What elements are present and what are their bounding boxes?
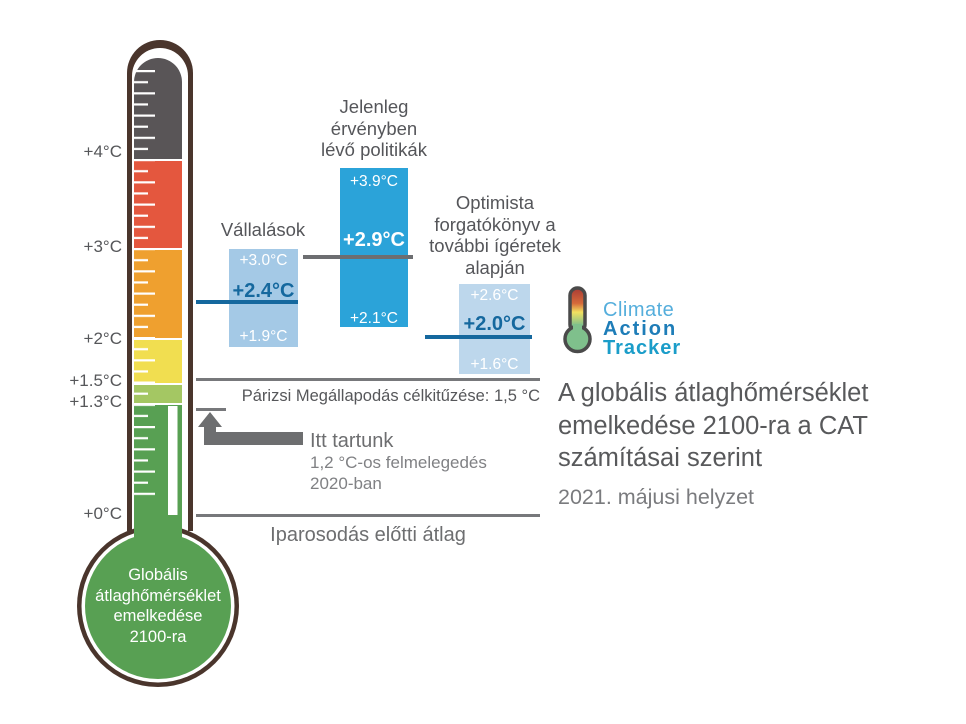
scenario-policies-box: +3.9°C +2.9°C +2.1°C (340, 168, 408, 327)
policies-low-value: +2.1°C (350, 310, 398, 327)
policies-high-value: +3.9°C (350, 173, 398, 190)
scenario-optimistic-label: Optimista forgatókönyv a további ígérete… (429, 192, 561, 278)
page-subtitle: 2021. májusi helyzet (558, 485, 754, 509)
preindustrial-label: Iparosodás előtti átlag (270, 524, 466, 546)
thermometer-tube (127, 40, 193, 531)
scale-label-4c: +4°C (83, 142, 122, 161)
pledges-low-value: +1.9°C (239, 328, 288, 345)
mercury-highlight (168, 406, 178, 515)
policies-central-value: +2.9°C (343, 229, 405, 251)
preindustrial-line (196, 514, 540, 517)
paris-goal-line (196, 378, 540, 381)
scale-label-2c: +2°C (83, 329, 122, 348)
paris-goal-label: Párizsi Megállapodás célkitűzése: 1,5 °C (241, 387, 540, 405)
scale-label-1-5c: +1.5°C (69, 371, 122, 390)
scale-label-0c: +0°C (83, 504, 122, 523)
pledges-central-value: +2.4°C (232, 280, 295, 302)
policies-central-line (303, 255, 413, 259)
scale-label-1-3c: +1.3°C (69, 392, 122, 411)
cat-logo-thermometer-icon (563, 286, 592, 354)
page-title: A globális átlaghőmérséklet emelkedése 2… (558, 379, 869, 472)
scenario-pledges-box: +3.0°C +2.4°C +1.9°C (229, 249, 298, 347)
current-heading: Itt tartunk (310, 430, 394, 452)
current-detail: 1,2 °C-os felmelegedés 2020-ban (310, 453, 487, 493)
pledges-high-value: +3.0°C (239, 252, 288, 269)
optimistic-central-value: +2.0°C (463, 313, 526, 335)
scenario-policies-label: Jelenleg érvényben lévő politikák (321, 96, 427, 160)
optimistic-central-line (425, 335, 532, 339)
thermometer-ticks (134, 70, 155, 515)
thermometer-bulb (77, 500, 239, 687)
scale-label-3c: +3°C (83, 237, 122, 256)
current-level-tick (196, 408, 226, 411)
scenario-pledges-label: Vállalások (220, 219, 306, 240)
current-arrow-head-icon (198, 412, 222, 427)
bulb-caption: Globális átlaghőmérséklet emelkedése 210… (95, 566, 221, 646)
optimistic-high-value: +2.6°C (470, 287, 519, 304)
current-arrow-bar (204, 432, 303, 445)
logo-word-climate: Climate (603, 299, 675, 321)
logo-word-tracker: Tracker (603, 337, 682, 359)
pledges-central-line (196, 300, 298, 304)
optimistic-low-value: +1.6°C (470, 356, 519, 373)
scenario-optimistic-box: +2.6°C +2.0°C +1.6°C (459, 284, 530, 374)
logo-word-action: Action (603, 318, 678, 340)
